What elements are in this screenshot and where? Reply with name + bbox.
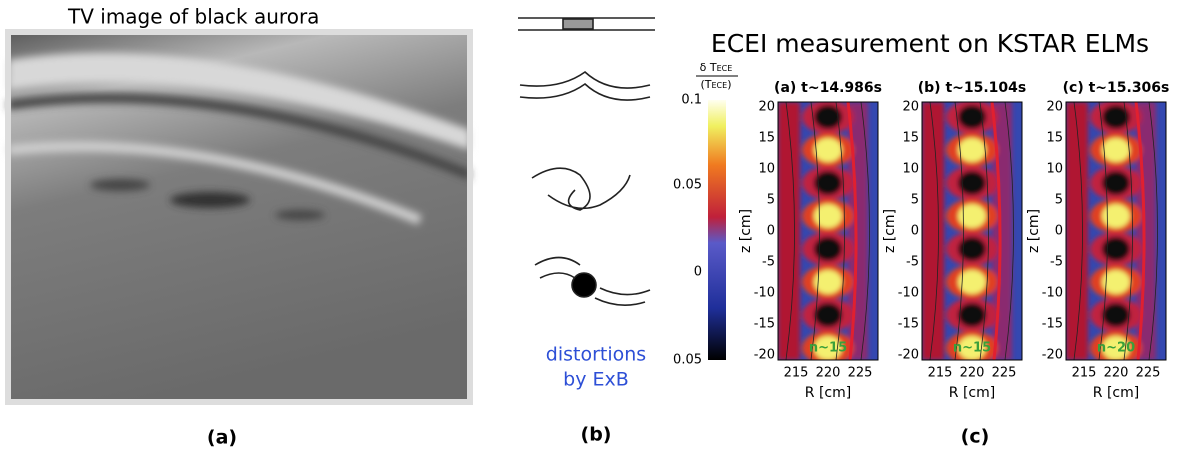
x-tick-label: 215 [928, 366, 953, 381]
blob [814, 204, 842, 228]
y-tick-label: 5 [767, 193, 775, 208]
y-tick-label: -10 [1042, 286, 1063, 301]
blob [1102, 204, 1130, 228]
cb-sub: ECE [717, 64, 733, 73]
y-tick-label: -20 [898, 348, 919, 363]
x-tick-label: 215 [784, 366, 809, 381]
colorbar-label: δ TECE (TECE) [696, 61, 738, 91]
mode-label: n~20 [1097, 341, 1135, 356]
heatmap-blobs [922, 100, 1012, 365]
y-tick-label: -20 [1042, 348, 1063, 363]
aurora-image [8, 32, 470, 402]
panel-title: (a) t~14.986s [774, 80, 882, 96]
panel-title: (b) t~15.104s [918, 80, 1026, 96]
cb-den: (T [700, 78, 711, 91]
panel-label: (c) [961, 426, 990, 448]
cb-sub: ECE [712, 81, 728, 90]
blob [958, 138, 986, 162]
y-tick-label: -15 [1042, 317, 1063, 332]
y-tick-label: 0 [767, 224, 775, 239]
heatmap [778, 100, 878, 365]
y-tick-label: -15 [754, 317, 775, 332]
panel-title: (c) t~15.306s [1063, 80, 1170, 96]
y-tick-label: -10 [898, 286, 919, 301]
svg-text:(TECE): (TECE) [700, 78, 731, 91]
panel-label: (a) [207, 427, 237, 449]
x-tick-label: 225 [1136, 366, 1161, 381]
red-band [778, 102, 800, 360]
blob [958, 237, 986, 261]
blob [1102, 138, 1130, 162]
blob [958, 303, 986, 327]
x-tick-label: 215 [1072, 366, 1097, 381]
blob [1102, 303, 1130, 327]
y-tick-label: 15 [758, 131, 775, 146]
heatmap [922, 100, 1022, 365]
y-tick-label: -5 [762, 255, 775, 270]
x-tick-label: 220 [816, 366, 841, 381]
y-tick-label: 20 [1046, 100, 1063, 115]
heatmap-body [1066, 100, 1166, 365]
x-tick-label: 220 [1104, 366, 1129, 381]
y-tick-label: -5 [906, 255, 919, 270]
panel-label: (b) [581, 424, 612, 446]
y-tick-label: 5 [1055, 193, 1063, 208]
x-tick-label: 225 [992, 366, 1017, 381]
mode-label: n~15 [809, 341, 847, 356]
page: TV image of black aurora (a) distortions… [0, 0, 1192, 459]
blob [814, 237, 842, 261]
blob [814, 138, 842, 162]
caption-line: by ExB [563, 369, 629, 391]
y-tick-label: 5 [911, 193, 919, 208]
right-title: ECEI measurement on KSTAR ELMs [711, 29, 1149, 58]
heatmap-blobs [1066, 100, 1156, 365]
y-axis-label: z [cm] [882, 209, 898, 253]
red-band [1066, 102, 1088, 360]
cb-tick: 0.1 [681, 93, 702, 108]
red-band [922, 102, 944, 360]
y-tick-label: 0 [911, 224, 919, 239]
heatmap-blobs [778, 100, 868, 365]
y-tick-label: -20 [754, 348, 775, 363]
cb-tick: 0.05 [673, 178, 702, 193]
x-tick-label: 220 [960, 366, 985, 381]
cb-tick: 0 [694, 265, 702, 280]
x-tick-label: 225 [848, 366, 873, 381]
x-axis-label: R [cm] [805, 385, 851, 401]
heatmap-body [922, 100, 1022, 365]
y-tick-label: 10 [902, 162, 919, 177]
y-tick-label: 0 [1055, 224, 1063, 239]
blob [1102, 237, 1130, 261]
y-axis-label: z [cm] [738, 209, 754, 253]
heatmap [1066, 100, 1166, 365]
y-tick-label: 20 [902, 100, 919, 115]
y-axis-label: z [cm] [1026, 209, 1042, 253]
caption-line: distortions [546, 344, 646, 366]
x-axis-label: R [cm] [1093, 385, 1139, 401]
y-tick-label: 15 [1046, 131, 1063, 146]
mode-label: n~15 [953, 341, 991, 356]
y-tick-label: 10 [1046, 162, 1063, 177]
y-tick-label: 10 [758, 162, 775, 177]
figure: TV image of black aurora (a) distortions… [0, 0, 1192, 459]
blob [958, 204, 986, 228]
colorbar [708, 100, 726, 360]
x-axis-label: R [cm] [949, 385, 995, 401]
y-tick-label: 20 [758, 100, 775, 115]
cb-close: ) [727, 78, 731, 91]
y-tick-label: -5 [1050, 255, 1063, 270]
blob [814, 303, 842, 327]
cb-num: δ T [700, 61, 717, 74]
y-tick-label: 15 [902, 131, 919, 146]
heatmap-body [778, 100, 878, 365]
y-tick-label: -10 [754, 286, 775, 301]
left-title: TV image of black aurora [67, 5, 319, 29]
svg-text:δ TECE: δ TECE [700, 61, 733, 74]
cb-tick: 0.05 [673, 353, 702, 368]
y-tick-label: -15 [898, 317, 919, 332]
distortion-sketches [518, 18, 655, 305]
